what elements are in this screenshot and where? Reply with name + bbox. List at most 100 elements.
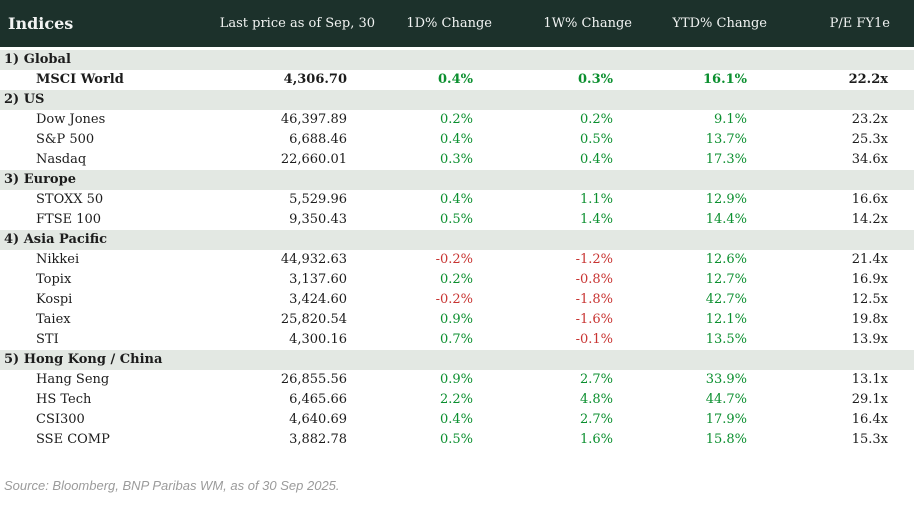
ytd-change: 12.1% xyxy=(705,312,747,327)
1d-change: 0.2% xyxy=(439,112,473,127)
table-row: Dow Jones 46,397.89 0.2% 0.2% 9.1% 23.2x xyxy=(0,110,914,130)
1w-change: -0.1% xyxy=(575,332,613,347)
1d-change: 0.2% xyxy=(439,272,473,287)
index-name: SSE COMP xyxy=(36,432,110,447)
ytd-change: 14.4% xyxy=(705,212,747,227)
source-note: Source: Bloomberg, BNP Paribas WM, as of… xyxy=(4,478,340,493)
column-header-p-e-fy1e: P/E FY1e xyxy=(829,16,890,31)
table-row: HS Tech 6,465.66 2.2% 4.8% 44.7% 29.1x xyxy=(0,390,914,410)
1w-change: 2.7% xyxy=(579,412,613,427)
ytd-change: 13.5% xyxy=(705,332,747,347)
table-row: SSE COMP 3,882.78 0.5% 1.6% 15.8% 15.3x xyxy=(0,430,914,450)
index-name: STOXX 50 xyxy=(36,192,104,207)
ytd-change: 44.7% xyxy=(705,392,747,407)
column-header-1d-change: 1D% Change xyxy=(406,16,492,31)
ytd-change: 17.9% xyxy=(705,412,747,427)
last-price: 3,424.60 xyxy=(289,292,347,307)
1w-change: 0.3% xyxy=(578,72,613,87)
ytd-change: 12.9% xyxy=(705,192,747,207)
index-name: Taiex xyxy=(36,312,71,327)
last-price: 4,640.69 xyxy=(289,412,347,427)
pe-ratio: 12.5x xyxy=(851,292,888,307)
ytd-change: 42.7% xyxy=(705,292,747,307)
1w-change: -1.6% xyxy=(575,312,613,327)
last-price: 4,306.70 xyxy=(283,72,347,87)
table-row: CSI300 4,640.69 0.4% 2.7% 17.9% 16.4x xyxy=(0,410,914,430)
table-row: Kospi 3,424.60 -0.2% -1.8% 42.7% 12.5x xyxy=(0,290,914,310)
index-name: Nikkei xyxy=(36,252,80,267)
last-price: 6,688.46 xyxy=(289,132,347,147)
pe-ratio: 21.4x xyxy=(851,252,888,267)
1d-change: 0.4% xyxy=(439,412,473,427)
last-price: 26,855.56 xyxy=(280,372,347,387)
1d-change: 0.7% xyxy=(439,332,473,347)
index-name: CSI300 xyxy=(36,412,85,427)
last-price: 6,465.66 xyxy=(289,392,347,407)
1w-change: 1.1% xyxy=(579,192,613,207)
table-row: Topix 3,137.60 0.2% -0.8% 12.7% 16.9x xyxy=(0,270,914,290)
last-price: 3,882.78 xyxy=(289,432,347,447)
last-price: 9,350.43 xyxy=(289,212,347,227)
table-row: STI 4,300.16 0.7% -0.1% 13.5% 13.9x xyxy=(0,330,914,350)
1w-change: 1.6% xyxy=(579,432,613,447)
column-header-1w-change: 1W% Change xyxy=(543,16,632,31)
1d-change: 0.3% xyxy=(439,152,473,167)
last-price: 25,820.54 xyxy=(280,312,347,327)
section-header-5-hong-kong-china: 5) Hong Kong / China xyxy=(0,350,914,370)
index-name: HS Tech xyxy=(36,392,92,407)
1d-change: 0.4% xyxy=(439,132,473,147)
index-name: Dow Jones xyxy=(36,112,106,127)
column-header-last-price-as-of-sep-30: Last price as of Sep, 30 xyxy=(219,16,375,31)
ytd-change: 16.1% xyxy=(702,72,747,87)
ytd-change: 9.1% xyxy=(713,112,747,127)
1w-change: -1.2% xyxy=(575,252,613,267)
pe-ratio: 16.9x xyxy=(851,272,888,287)
last-price: 3,137.60 xyxy=(289,272,347,287)
table-row: Hang Seng 26,855.56 0.9% 2.7% 33.9% 13.1x xyxy=(0,370,914,390)
1d-change: 0.4% xyxy=(438,72,473,87)
last-price: 46,397.89 xyxy=(280,112,347,127)
index-name: Kospi xyxy=(36,292,73,307)
index-name: Nasdaq xyxy=(36,152,87,167)
table-row: FTSE 100 9,350.43 0.5% 1.4% 14.4% 14.2x xyxy=(0,210,914,230)
pe-ratio: 16.6x xyxy=(851,192,888,207)
pe-ratio: 23.2x xyxy=(851,112,888,127)
pe-ratio: 16.4x xyxy=(851,412,888,427)
1d-change: 0.4% xyxy=(439,192,473,207)
pe-ratio: 22.2x xyxy=(848,72,888,87)
ytd-change: 33.9% xyxy=(705,372,747,387)
section-header-1-global: 1) Global xyxy=(0,50,914,70)
1d-change: 0.5% xyxy=(439,432,473,447)
ytd-change: 17.3% xyxy=(705,152,747,167)
index-name: MSCI World xyxy=(36,72,124,87)
1w-change: -1.8% xyxy=(575,292,613,307)
1w-change: 1.4% xyxy=(579,212,613,227)
column-header-ytd-change: YTD% Change xyxy=(672,16,767,31)
pe-ratio: 34.6x xyxy=(851,152,888,167)
section-header-3-europe: 3) Europe xyxy=(0,170,914,190)
ytd-change: 15.8% xyxy=(705,432,747,447)
pe-ratio: 14.2x xyxy=(851,212,888,227)
1d-change: 0.9% xyxy=(439,372,473,387)
ytd-change: 12.6% xyxy=(705,252,747,267)
index-name: FTSE 100 xyxy=(36,212,102,227)
pe-ratio: 25.3x xyxy=(851,132,888,147)
section-header-4-asia-pacific: 4) Asia Pacific xyxy=(0,230,914,250)
pe-ratio: 19.8x xyxy=(851,312,888,327)
pe-ratio: 15.3x xyxy=(851,432,888,447)
pe-ratio: 29.1x xyxy=(851,392,888,407)
1w-change: -0.8% xyxy=(575,272,613,287)
1d-change: -0.2% xyxy=(435,292,473,307)
1w-change: 4.8% xyxy=(579,392,613,407)
last-price: 5,529.96 xyxy=(289,192,347,207)
pe-ratio: 13.9x xyxy=(851,332,888,347)
table-row: Nasdaq 22,660.01 0.3% 0.4% 17.3% 34.6x xyxy=(0,150,914,170)
last-price: 44,932.63 xyxy=(280,252,347,267)
index-name: Topix xyxy=(36,272,72,287)
index-name: S&P 500 xyxy=(36,132,95,147)
1d-change: -0.2% xyxy=(435,252,473,267)
1w-change: 0.2% xyxy=(579,112,613,127)
1w-change: 0.4% xyxy=(579,152,613,167)
table-title: Indices xyxy=(8,14,74,33)
